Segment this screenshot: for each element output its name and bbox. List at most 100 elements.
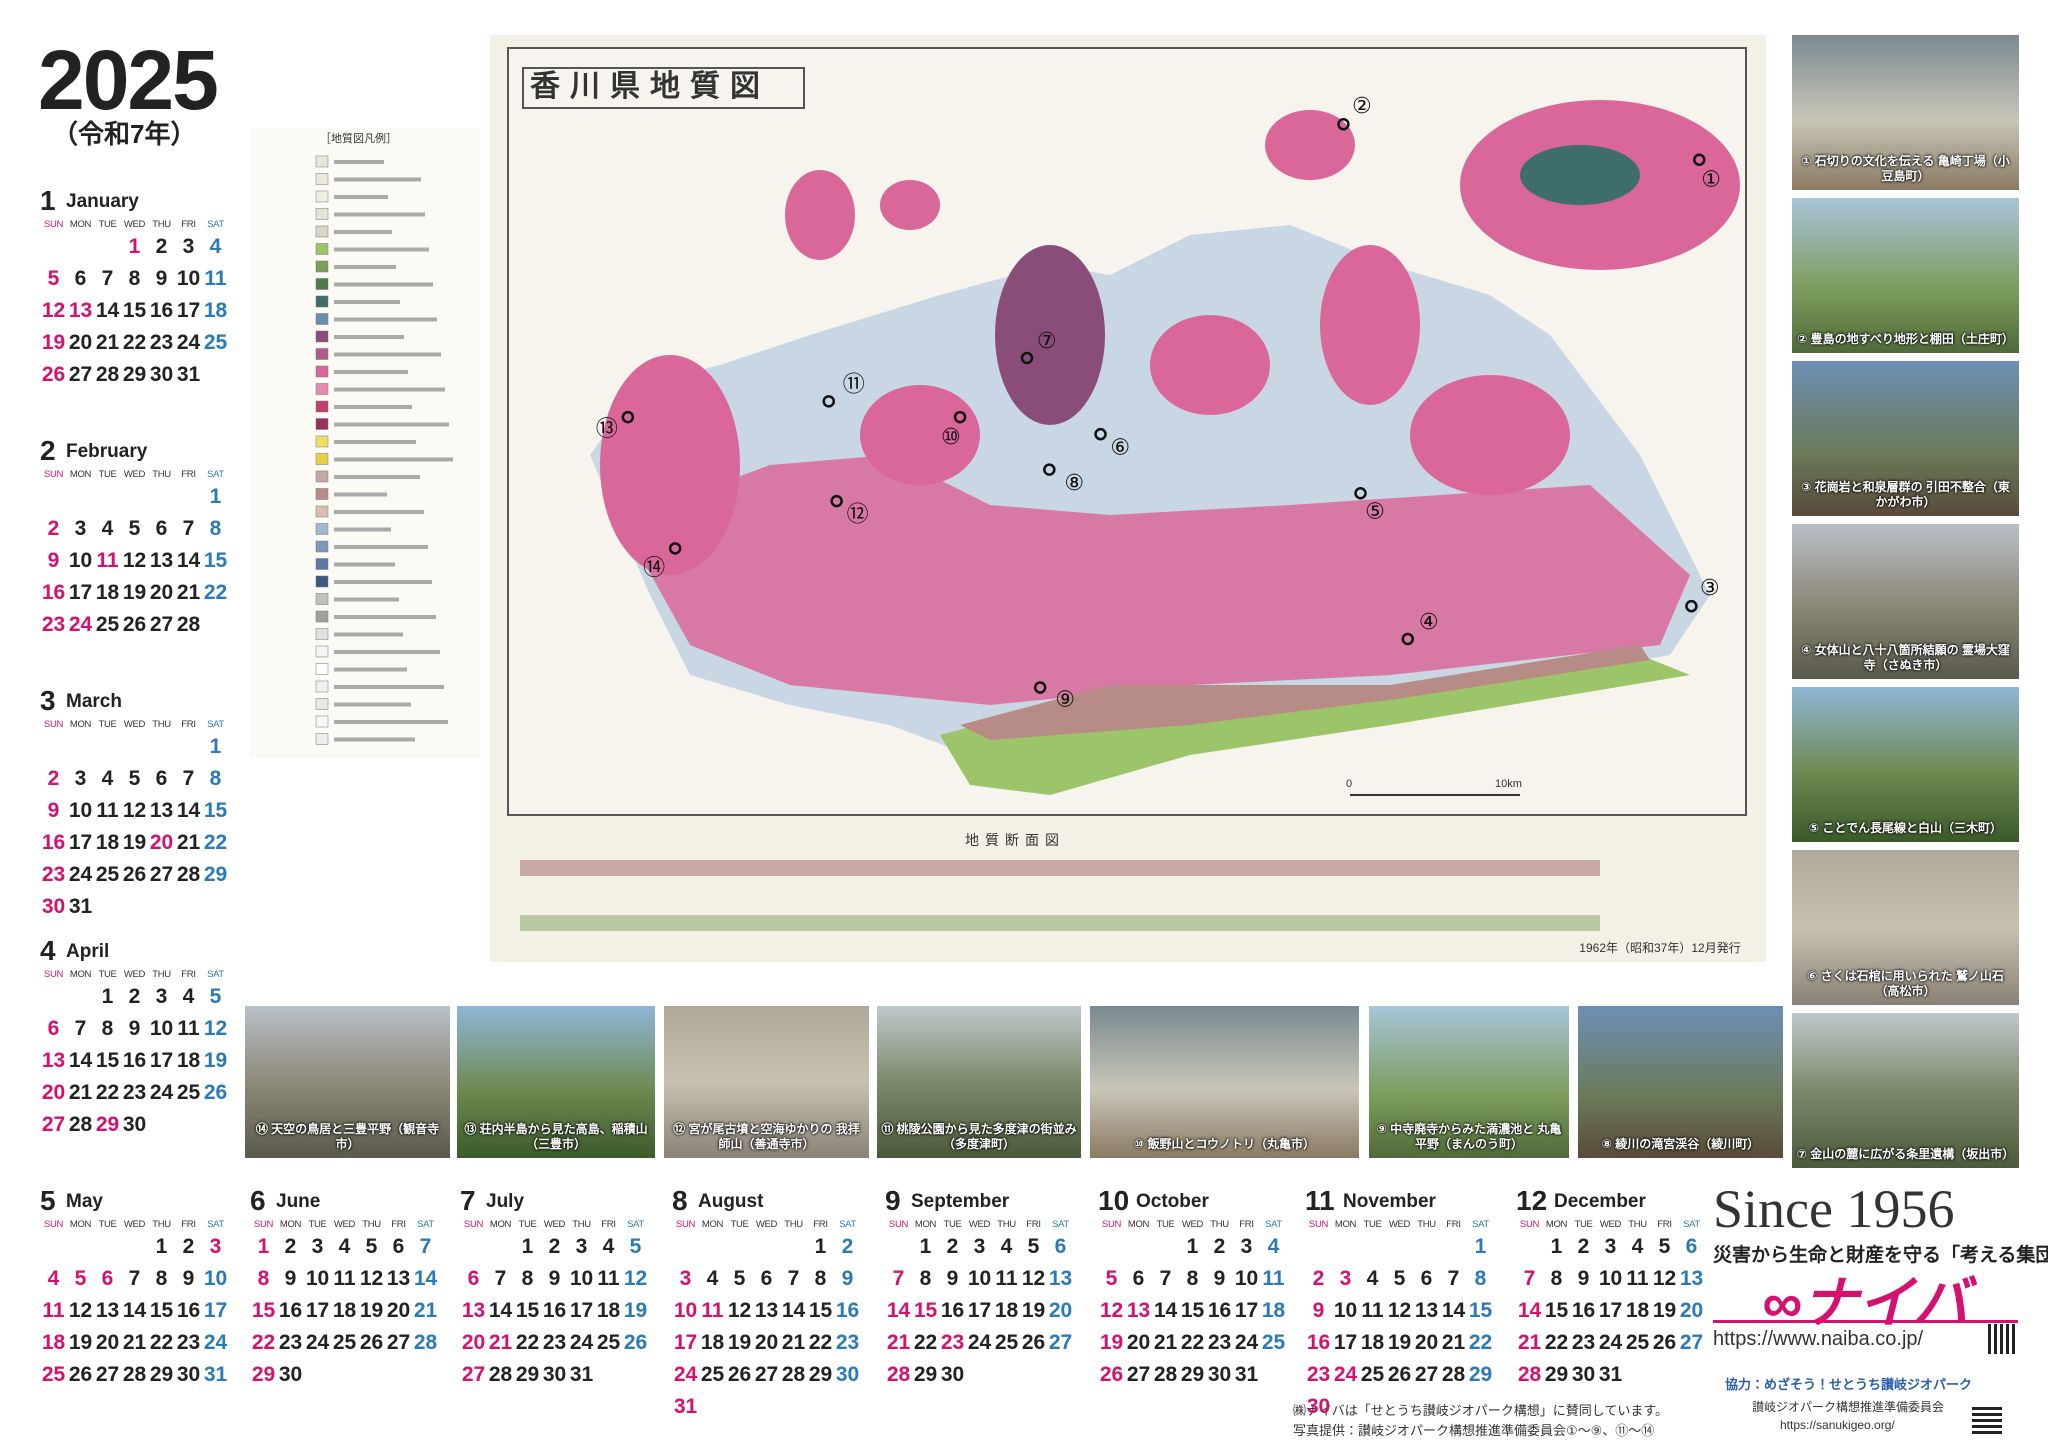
weekday: THU [152, 1219, 171, 1230]
day: 7 [182, 517, 195, 540]
day: 23 [176, 1331, 201, 1354]
day: 24 [1333, 1363, 1358, 1386]
island [880, 180, 940, 230]
day: 11 [204, 267, 227, 290]
geology-zone [1150, 315, 1270, 415]
day: 20 [461, 1331, 486, 1354]
day: 23 [1207, 1331, 1232, 1354]
site-marker: ⑥ [1110, 434, 1130, 459]
day: 4 [101, 517, 114, 540]
weekday: SUN [43, 719, 64, 730]
photo: ③ 花崗岩と和泉層群の 引田不整合（東かがわ市） [1792, 361, 2019, 516]
day: 31 [68, 895, 93, 918]
day: 17 [967, 1299, 992, 1322]
weekday: TUE [1363, 1219, 1382, 1230]
geology-zone [940, 655, 1690, 795]
weekday: SUN [43, 219, 64, 230]
month-name: February [66, 441, 148, 462]
photo-caption: ⑬ 荘内半島から見た高島、稲積山（三豊市） [464, 1122, 648, 1151]
day: 30 [1571, 1363, 1596, 1386]
day: 7 [182, 767, 195, 790]
legend-swatch [315, 593, 329, 605]
day: 18 [596, 1299, 621, 1322]
day: 22 [251, 1331, 276, 1354]
company-url[interactable]: https://www.naiba.co.jp/ [1713, 1328, 1924, 1350]
legend-swatch [315, 313, 329, 325]
day: 4 [47, 1267, 60, 1290]
weekday: WED [123, 1219, 146, 1230]
weekday: THU [152, 219, 171, 230]
day: 16 [1571, 1299, 1596, 1322]
day: 27 [95, 1363, 120, 1386]
site-marker: ⑤ [1365, 499, 1385, 524]
day: 20 [68, 331, 93, 354]
legend-swatch [315, 155, 329, 168]
day: 14 [176, 549, 201, 572]
legend-swatch [315, 558, 329, 570]
day: 28 [95, 363, 120, 386]
committee-url[interactable]: https://sanukigeo.org/ [1780, 1418, 1895, 1432]
photo-caption: ⑦ 金山の麓に広がる条里遺構（坂出市） [1796, 1147, 2015, 1161]
day: 29 [913, 1363, 938, 1386]
site-marker: ⑧ [1064, 470, 1084, 495]
day: 6 [155, 767, 168, 790]
day: 1 [101, 985, 114, 1008]
day: 26 [623, 1331, 648, 1354]
day: 9 [548, 1267, 561, 1290]
day: 6 [101, 1267, 114, 1290]
day: 8 [209, 517, 222, 540]
day: 10 [68, 549, 93, 572]
weekday: SAT [417, 1219, 434, 1230]
day: 28 [122, 1363, 147, 1386]
photo-credit: 写真提供：讃岐ジオパーク構想推進準備委員会①～⑨、⑪～⑭ [1293, 1423, 1655, 1438]
month-name: April [66, 941, 110, 962]
day: 31 [203, 1363, 228, 1386]
day: 19 [1387, 1331, 1412, 1354]
day: 4 [338, 1235, 351, 1258]
legend-swatch [315, 540, 329, 553]
weekday: SAT [1265, 1219, 1282, 1230]
day: 3 [155, 985, 168, 1008]
day: 8 [919, 1267, 932, 1290]
weekday: SUN [1308, 1219, 1329, 1230]
geology-zone [995, 245, 1105, 425]
day: 25 [1625, 1331, 1650, 1354]
day: 22 [149, 1331, 174, 1354]
day: 30 [1207, 1363, 1232, 1386]
weekday: MON [1334, 1219, 1357, 1230]
day: 20 [149, 831, 174, 854]
day: 10 [305, 1267, 330, 1290]
day: 2 [1312, 1267, 1325, 1290]
day: 6 [1685, 1235, 1698, 1258]
day: 18 [700, 1331, 725, 1354]
day: 14 [122, 1299, 147, 1322]
cross-section [520, 915, 1600, 931]
day: 1 [521, 1235, 534, 1258]
day: 23 [149, 331, 174, 354]
legend-swatch [315, 715, 329, 728]
day: 9 [47, 799, 60, 822]
day: 17 [1234, 1299, 1259, 1322]
day: 15 [808, 1299, 833, 1322]
day: 12 [1099, 1299, 1124, 1322]
month-name: November [1343, 1191, 1436, 1212]
day: 8 [814, 1267, 827, 1290]
photo-caption: ⑫ 宮が尾古墳と空海ゆかりの 我拝師山（善通寺市） [673, 1122, 860, 1151]
day: 18 [95, 581, 120, 604]
day: 10 [1333, 1299, 1358, 1322]
weekday: TUE [943, 1219, 962, 1230]
day: 21 [95, 331, 120, 354]
weekday: MON [1127, 1219, 1150, 1230]
day: 23 [1571, 1331, 1596, 1354]
day: 18 [994, 1299, 1019, 1322]
month-number: 9 [885, 1185, 901, 1216]
day: 22 [515, 1331, 540, 1354]
legend-swatch [315, 278, 329, 290]
day: 9 [946, 1267, 959, 1290]
day: 23 [542, 1331, 567, 1354]
day: 7 [1159, 1267, 1172, 1290]
day: 13 [754, 1299, 779, 1322]
weekday: WED [543, 1219, 566, 1230]
day: 12 [1652, 1267, 1677, 1290]
weekday: MON [69, 1219, 92, 1230]
